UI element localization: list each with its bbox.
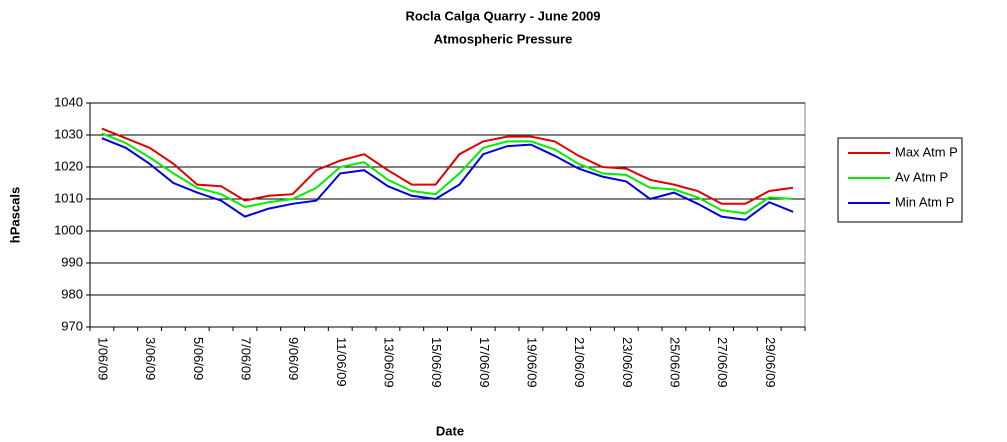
x-tick-label: 29/06/09 (763, 337, 778, 388)
y-tick-label: 1030 (54, 126, 83, 141)
line-series (101, 132, 794, 215)
x-tick-label: 23/06/09 (620, 337, 635, 388)
y-tick-label: 1040 (54, 94, 83, 109)
x-tick-label: 19/06/09 (524, 337, 539, 388)
x-tick-label: 11/06/09 (334, 337, 349, 387)
legend-label: Min Atm P (895, 194, 954, 209)
x-tick-label: 1/06/09 (95, 337, 110, 380)
chart-title: Rocla Calga Quarry - June 2009 (405, 8, 600, 23)
x-tick-label: 27/06/09 (715, 337, 730, 388)
y-tick-label: 990 (61, 254, 83, 269)
x-tick-label: 25/06/09 (667, 337, 682, 388)
x-tick-label: 15/06/09 (429, 337, 444, 388)
y-tick-label: 980 (61, 286, 83, 301)
x-tick-label: 13/06/09 (381, 337, 396, 388)
x-tick-label: 3/06/09 (143, 337, 158, 380)
x-tick-label: 9/06/09 (286, 337, 301, 380)
y-tick-label: 1010 (54, 190, 83, 205)
y-tick-label: 970 (61, 318, 83, 333)
y-axis-label: hPascals (7, 187, 22, 243)
line-series (101, 127, 794, 205)
y-tick-label: 1000 (54, 222, 83, 237)
x-tick-label: 7/06/09 (238, 337, 253, 380)
x-axis-label: Date (436, 423, 464, 438)
plot-area (89, 102, 806, 328)
line-series (101, 137, 794, 221)
x-tick-label: 17/06/09 (477, 337, 492, 388)
legend-label: Av Atm P (895, 169, 948, 184)
x-tick-label: 21/06/09 (572, 337, 587, 388)
y-tick-label: 1020 (54, 158, 83, 173)
legend-label: Max Atm P (895, 144, 958, 159)
chart-subtitle: Atmospheric Pressure (434, 31, 573, 46)
x-tick-label: 5/06/09 (191, 337, 206, 380)
